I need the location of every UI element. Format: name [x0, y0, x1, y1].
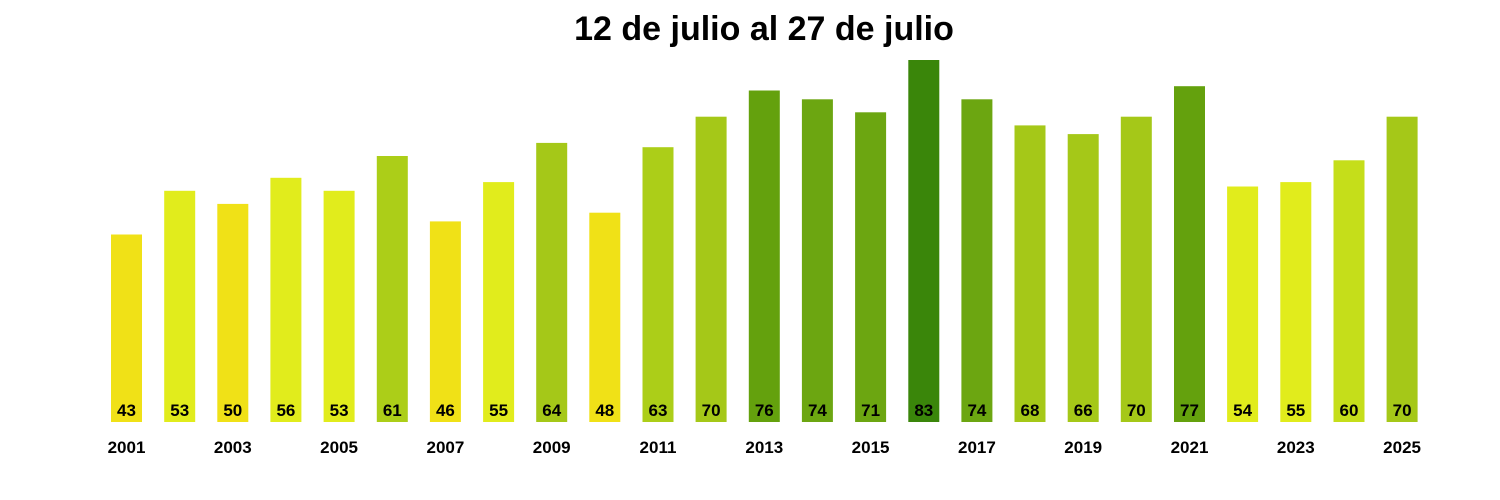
bar-2018 — [1014, 125, 1046, 423]
x-tick-label-2015: 2015 — [852, 438, 890, 457]
x-tick-label-2009: 2009 — [533, 438, 571, 457]
chart-title: 12 de julio al 27 de julio — [574, 10, 954, 48]
value-label-2016: 83 — [914, 401, 933, 420]
x-tick-label-2005: 2005 — [320, 438, 358, 457]
value-label-2017: 74 — [967, 401, 986, 420]
bar-2003 — [217, 203, 249, 422]
value-label-2025: 70 — [1393, 401, 1412, 420]
bar-2008 — [483, 182, 515, 422]
x-tick-label-2023: 2023 — [1277, 438, 1315, 457]
bar-2009 — [536, 142, 568, 422]
bar-2005 — [323, 190, 355, 422]
value-label-2020: 70 — [1127, 401, 1146, 420]
value-label-2008: 55 — [489, 401, 508, 420]
value-label-2022: 54 — [1233, 401, 1252, 420]
bar-2023 — [1280, 182, 1312, 422]
x-tick-label-2011: 2011 — [640, 438, 677, 457]
value-label-2003: 50 — [223, 401, 242, 420]
bar-2024 — [1333, 160, 1365, 423]
x-tick-label-2017: 2017 — [958, 438, 996, 457]
x-tick-label-2007: 2007 — [426, 438, 464, 457]
x-tick-label-2019: 2019 — [1064, 438, 1102, 457]
bar-2013 — [748, 90, 780, 422]
value-label-2007: 46 — [436, 401, 455, 420]
bar-2007 — [429, 221, 461, 422]
bar-2017 — [961, 99, 993, 423]
value-label-2006: 61 — [383, 401, 402, 420]
bar-2010 — [589, 212, 621, 422]
x-tick-label-2021: 2021 — [1171, 438, 1209, 457]
x-tick-label-2013: 2013 — [745, 438, 783, 457]
value-label-2015: 71 — [861, 401, 880, 420]
value-label-2011: 63 — [649, 401, 668, 420]
value-label-2005: 53 — [330, 401, 349, 420]
x-tick-label-2025: 2025 — [1383, 438, 1421, 457]
value-label-2024: 60 — [1340, 401, 1359, 420]
bar-2016 — [908, 60, 940, 422]
bar-2021 — [1174, 86, 1205, 422]
bar-2019 — [1067, 134, 1099, 422]
value-label-2001: 43 — [117, 401, 136, 420]
value-label-2021: 77 — [1180, 401, 1199, 420]
value-label-2004: 56 — [276, 401, 295, 420]
bar-2015 — [855, 112, 887, 423]
bar-2012 — [695, 116, 727, 422]
bar-2020 — [1120, 116, 1152, 422]
bar-2014 — [801, 99, 833, 423]
value-label-2009: 64 — [542, 401, 561, 420]
value-label-2014: 74 — [808, 401, 827, 420]
value-label-2019: 66 — [1074, 401, 1093, 420]
value-label-2023: 55 — [1286, 401, 1305, 420]
x-tick-label-2003: 2003 — [214, 438, 252, 457]
bar-2006 — [376, 156, 408, 422]
bar-2022 — [1227, 186, 1259, 422]
value-label-2002: 53 — [170, 401, 189, 420]
x-tick-label-2001: 2001 — [108, 438, 146, 457]
bar-2002 — [164, 190, 196, 422]
value-label-2013: 76 — [755, 401, 774, 420]
bar-2011 — [642, 147, 674, 422]
value-label-2018: 68 — [1021, 401, 1040, 420]
bar-2025 — [1386, 116, 1418, 422]
bar-2004 — [270, 177, 302, 422]
value-label-2010: 48 — [595, 401, 614, 420]
bar-2001 — [111, 234, 142, 422]
value-label-2012: 70 — [702, 401, 721, 420]
